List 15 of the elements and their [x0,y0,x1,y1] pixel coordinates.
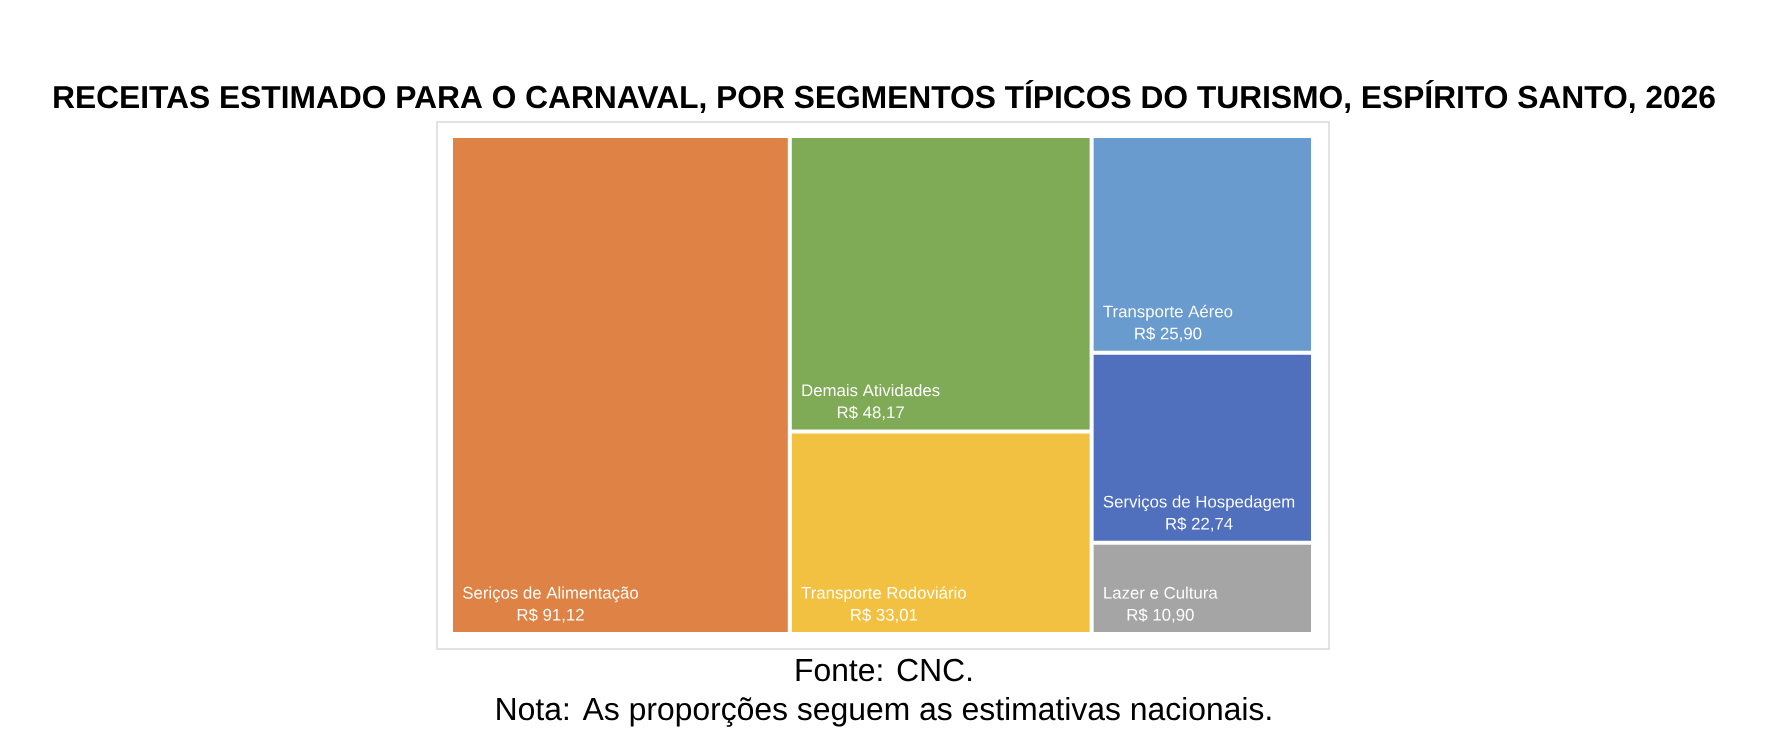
category-label: Transporte Rodoviário [801,586,966,603]
data-label: R$ 33,01 [851,608,918,623]
text: Nota: As proporções seguem as estimativas nacionais. [497,696,1271,727]
text: RECEITAS ESTIMADO PARA O CARNAVAL, POR SEGMENTOS TÍPICOS DO TURISMO, ESPÍRITO SANTO, 2026 [54,79,1715,113]
category-label: Transporte Aéreo [1103,304,1233,321]
category-label: Demais Atividades [802,383,940,397]
category-label: Serviços de Hospedagem [1103,495,1295,511]
category-label: Lazer e Cultura [1104,586,1218,599]
source-note: Fonte: CNC. [796,658,972,682]
category-label: Seriços de Alimentação [463,586,639,603]
data-label: R$ 48,17 [837,405,904,421]
data-label: R$ 91,12 [517,608,584,623]
data-label: R$ 10,90 [1127,608,1194,623]
data-label: R$ 22,74 [1166,517,1233,532]
data-label: R$ 25,90 [1135,326,1202,342]
